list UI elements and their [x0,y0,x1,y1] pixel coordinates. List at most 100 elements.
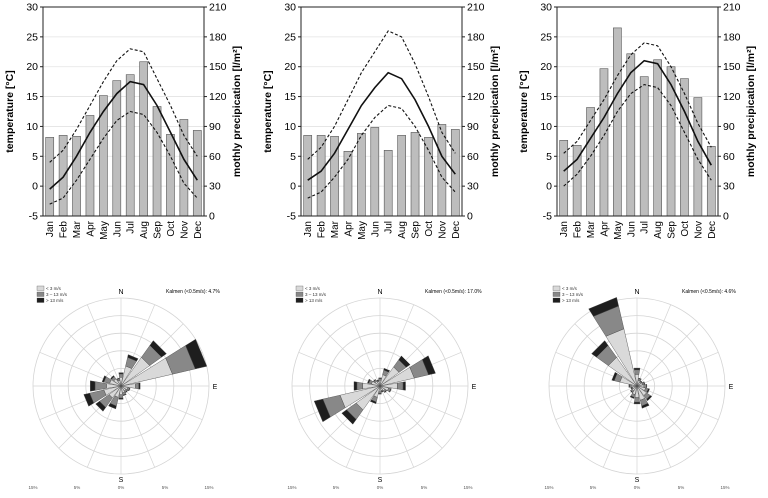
rose-spoke [636,304,671,387]
rose-wedge-SW-2 [341,409,357,425]
month-label-Jul: Jul [126,221,137,234]
left-tick-label: 0 [546,181,552,193]
rose-wedge-SE-2 [125,390,128,393]
rose-wedge-ENE-2 [643,381,646,385]
month-label-Dec: Dec [451,221,462,239]
rose-spoke [58,323,122,387]
precipitation-bar-May [613,27,622,217]
legend-label-0: < 3 m/s [562,286,578,291]
temperature-range-line-2 [307,104,456,199]
month-label-Jul: Jul [384,221,395,234]
rose-spoke [120,385,203,420]
wind-rose-1: N E S Kalmen (<0.5m/s): 4.7% < 3 m/s3 – 13 m… [28,285,220,490]
right-tick-label: 0 [723,211,729,223]
left-tick-label: -5 [287,211,296,223]
rose-wedge-E-2 [646,384,647,388]
rose-wedge-W-2 [628,384,630,388]
rose-wedge-N-2 [118,372,124,375]
rose-wedge-N-1 [118,373,124,378]
right-tick-label: 90 [209,121,221,133]
rose-wedge-W-1 [94,381,107,391]
legend-label-1: 3 – 13 m/s [562,292,584,297]
rose-wedge-NW-2 [110,375,115,380]
precipitation-bar-Mar [586,107,595,217]
month-label-Oct: Oct [680,221,691,237]
rose-wedge-SSE-2 [641,403,650,409]
month-label-Nov: Nov [437,221,448,239]
month-label-Dec: Dec [193,221,204,239]
right-tick-label: 180 [723,31,741,43]
rose-wedge-S-1 [118,394,124,399]
compass-north: N [377,289,382,296]
right-tick-label: 180 [467,31,485,43]
month-label-Jun: Jun [370,221,381,237]
radial-tick-1: 5% [74,485,81,490]
radial-tick-4: 15% [463,485,472,490]
rose-wedge-NNW-2 [116,377,120,380]
precipitation-bar-Sep [152,106,162,217]
rose-wedge-N-1 [634,369,640,375]
wind-rose-2: N E S Kalmen (<0.5m/s): 17.0% < 3 m/s3 – 13 … [287,285,482,490]
temperature-range-line-1 [563,42,712,154]
left-tick-label: 20 [26,61,38,73]
rose-wedge-WNW-2 [101,375,107,383]
compass-east: E [472,384,477,391]
rose-wedge-N-1 [378,378,382,381]
legend-label-2: > 13 m/s [562,298,580,303]
left-tick-label: 5 [32,151,38,163]
radial-tick-1: 5% [333,485,340,490]
month-label-Aug: Aug [653,221,664,239]
legend-label-2: > 13 m/s [305,298,323,303]
plot-frame [556,6,719,217]
rose-wedge-WNW-2 [611,372,618,381]
right-tick-label: 150 [209,61,227,73]
left-tick-label: 15 [26,91,38,103]
mean-temperature-line [563,59,712,172]
rose-wedge-NNW-2 [376,379,379,382]
month-label-Jul: Jul [640,221,651,234]
month-label-Mar: Mar [586,220,597,238]
rose-spoke [346,304,381,387]
month-label-Nov: Nov [179,221,190,239]
left-axis-title: temperature [°C] [4,70,16,152]
mean-temperature-line [307,71,456,181]
rose-wedge-SE-2 [646,395,653,402]
legend-swatch-0 [36,285,45,291]
rose-spoke [379,385,462,420]
rose-wedge-NW-2 [373,379,376,382]
compass-south: S [119,477,124,484]
precipitation-bar-Aug [397,135,406,217]
precipitation-bar-Jul [125,74,135,217]
left-tick-label: 5 [290,151,296,163]
rose-wedge-SE-2 [384,390,387,393]
radial-tick-0: 15% [287,485,296,490]
legend-swatch-1 [295,291,304,297]
rose-spoke [120,385,184,449]
right-tick-label: 90 [723,121,735,133]
left-tick-label: 25 [284,31,296,43]
precipitation-bar-Jan [45,137,55,217]
rose-wedge-SSE-2 [381,390,384,393]
radial-tick-0: 15% [544,485,553,490]
right-tick-label: 210 [209,2,227,14]
right-tick-label: 30 [209,181,221,193]
legend-swatch-2 [552,297,561,303]
precipitation-bar-Apr [343,151,353,217]
precipitation-bar-Jul [383,150,393,217]
month-label-Sep: Sep [667,221,678,239]
month-label-Sep: Sep [411,221,422,239]
month-label-Dec: Dec [707,221,718,239]
rose-wedge-SW-2 [630,390,633,393]
left-tick-label: 30 [284,2,296,14]
legend-swatch-2 [295,297,304,303]
month-label-Mar: Mar [72,220,83,238]
calm-label: Kalmen (<0.5m/s): 17.0% [425,289,482,295]
legend-label-1: 3 – 13 m/s [305,292,327,297]
rose-wedge-S-2 [633,402,641,405]
rose-wedge-S-1 [378,391,382,394]
precipitation-bar-Apr [599,68,609,217]
